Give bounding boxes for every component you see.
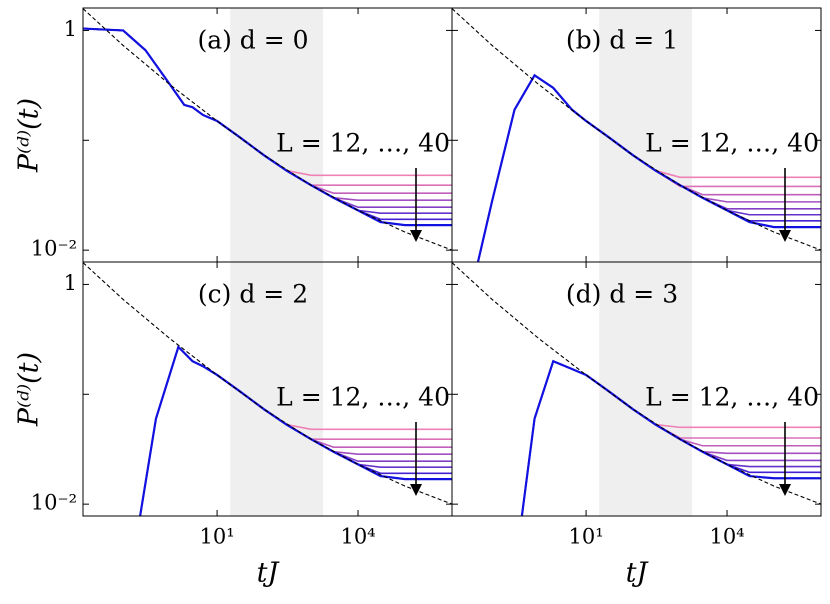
reference-line xyxy=(452,262,821,505)
annotation: L = 12, …, 40 xyxy=(276,129,450,158)
panel: (b) d = 1 L = 12, …, 40 xyxy=(451,7,822,263)
data-line xyxy=(139,344,452,516)
reference-line xyxy=(83,262,452,505)
arrow-head xyxy=(779,484,791,496)
shaded-region xyxy=(599,8,693,262)
annotation: L = 12, …, 40 xyxy=(645,129,819,158)
axes-frame xyxy=(451,261,822,517)
y-tick-label: 10⁻² xyxy=(31,237,77,261)
x-tick-label: 10¹ xyxy=(200,525,235,549)
shaded-region xyxy=(230,262,324,516)
shaded-region xyxy=(230,8,324,262)
x-axis-label: tJ xyxy=(626,558,650,589)
plot-area xyxy=(83,8,452,262)
panel-title: (d) d = 3 xyxy=(566,280,678,309)
reference-line xyxy=(83,8,452,251)
plot-area xyxy=(83,262,452,516)
y-axis-label: P⁽ᵈ⁾(t) xyxy=(14,98,45,173)
arrow-head xyxy=(410,484,422,496)
x-tick-label: 10¹ xyxy=(569,525,604,549)
data-line xyxy=(520,359,821,516)
y-tick-label: 10⁻² xyxy=(31,491,77,515)
x-tick-label: 10⁴ xyxy=(709,525,744,549)
x-axis-label: tJ xyxy=(257,558,281,589)
arrow-head xyxy=(410,230,422,242)
x-tick-label: 10⁴ xyxy=(340,525,375,549)
panel: 10¹ 10⁴ 1 10⁻² (c) d = 2 L = 12, …, 40 tJ P⁽ᵈ⁾(… xyxy=(14,261,453,589)
panel-title: (a) d = 0 xyxy=(197,26,308,55)
arrow-head xyxy=(779,230,791,242)
panel: 1 10⁻² (a) d = 0 L = 12, …, 40 P⁽ᵈ⁾(t) xyxy=(14,7,453,263)
y-tick-label: 1 xyxy=(64,271,77,295)
annotation: L = 12, …, 40 xyxy=(276,383,450,412)
reference-line xyxy=(452,8,821,251)
shaded-region xyxy=(599,262,693,516)
annotation: L = 12, …, 40 xyxy=(645,383,819,412)
panel-title: (c) d = 2 xyxy=(198,280,308,309)
y-tick-label: 1 xyxy=(64,17,77,41)
y-axis-label: P⁽ᵈ⁾(t) xyxy=(14,352,45,427)
plot-area xyxy=(452,8,821,262)
panel-title: (b) d = 1 xyxy=(566,26,678,55)
plot-area xyxy=(452,262,821,516)
panel: 10¹ 10⁴ (d) d = 3 L = 12, …, 40 tJ xyxy=(451,261,822,589)
